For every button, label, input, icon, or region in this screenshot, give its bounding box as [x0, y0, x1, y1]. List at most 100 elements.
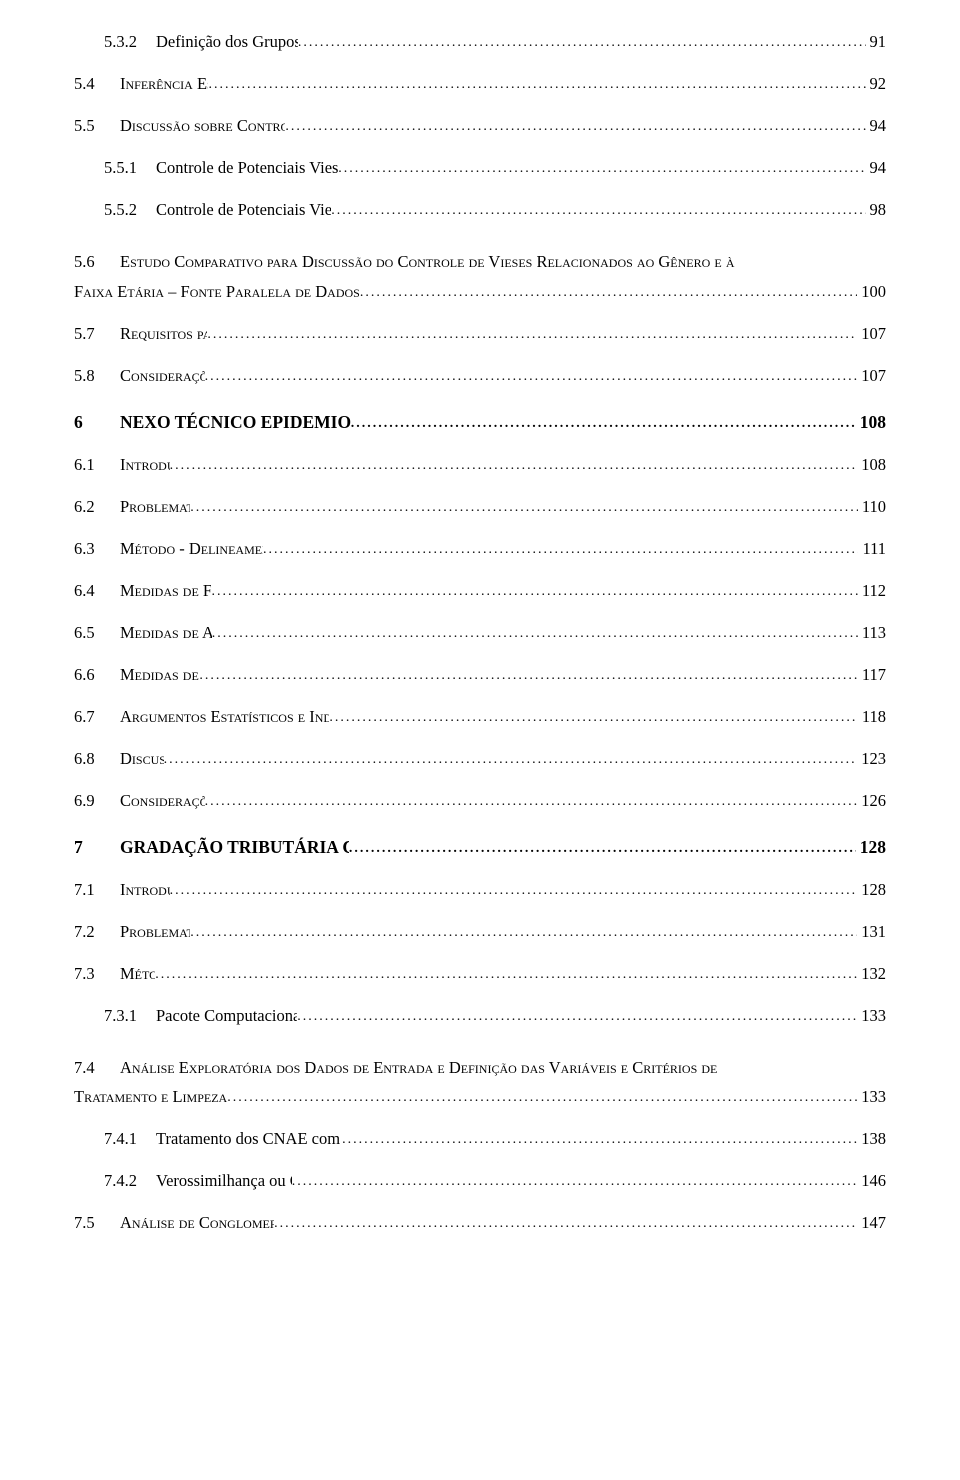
leader-dots: [227, 1090, 857, 1106]
toc-entry-title: Argumentos Estatísticos e Indicadores Ep…: [120, 707, 329, 727]
toc-entry-page: 113: [858, 623, 886, 643]
toc-entry-number: 5.5.1: [74, 158, 156, 178]
toc-entry-number: 6.2: [74, 497, 120, 517]
toc-entry-number: 5.6: [74, 252, 120, 272]
toc-entry-number: 5.5.2: [74, 200, 156, 220]
toc-entry-page: 94: [866, 158, 887, 178]
toc-entry-page: 107: [857, 324, 886, 344]
toc-entry-page: 146: [857, 1171, 886, 1191]
toc-entry-number: 5.5: [74, 116, 120, 136]
toc-entry-number: 5.4: [74, 74, 120, 94]
toc-entry-page: 147: [857, 1213, 886, 1233]
toc-entry-page: 107: [857, 366, 886, 386]
toc-entry: 6.3Método - Delineamento Epidemiológico1…: [74, 539, 886, 559]
toc-entry-page: 108: [856, 412, 886, 433]
toc-entry-number: 5.7: [74, 324, 120, 344]
toc-entry-title: GRADAÇÃO TRIBUTÁRIA CONTÍNUA DOS RISCOS …: [120, 837, 349, 858]
leader-dots: [349, 841, 856, 857]
toc-entry-number: 5.8: [74, 366, 120, 386]
leader-dots: [199, 668, 857, 684]
toc-entry-title-continued: Faixa Etária – Fonte Paralela de Dados: [74, 282, 360, 302]
toc-entry-number: 7: [74, 837, 120, 858]
leader-dots: [205, 794, 858, 810]
toc-entry-title-continued: Tratamento e Limpeza: [74, 1087, 227, 1107]
leader-dots: [331, 203, 865, 219]
toc-entry-number: 7.2: [74, 922, 120, 942]
toc-entry-title: Medidas de Impacto: [120, 665, 199, 685]
toc-entry: 6.6Medidas de Impacto117: [74, 665, 886, 685]
table-of-contents: 5.3.2Definição dos Grupos (Exposto e Con…: [74, 32, 886, 1233]
toc-entry-title: Controle de Potenciais Vieses de Casuíst…: [156, 200, 331, 220]
toc-entry: 7.4Análise Exploratória dos Dados de Ent…: [74, 1048, 886, 1108]
toc-entry-number: 6.9: [74, 791, 120, 811]
toc-entry: 7.5Análise de Conglomerados (clusterizaç…: [74, 1213, 886, 1233]
toc-entry-page: 128: [857, 880, 886, 900]
leader-dots: [190, 500, 858, 516]
toc-entry-title: Introdução: [120, 880, 170, 900]
toc-entry-title: Considerações Finais: [120, 366, 205, 386]
toc-entry: 6.9Considerações Finais126: [74, 791, 886, 811]
toc-entry: 7.4.1Tratamento dos CNAE com Registros D…: [74, 1129, 886, 1149]
toc-entry: 7.2Problematização131: [74, 922, 886, 942]
toc-entry-number: 7.5: [74, 1213, 120, 1233]
toc-entry: 5.5.1Controle de Potenciais Vieses Popul…: [74, 158, 886, 178]
toc-entry-title: Método - Delineamento Epidemiológico: [120, 539, 263, 559]
toc-entry-title: Análise de Conglomerados (clusterização): [120, 1213, 274, 1233]
toc-entry: 7.4.2Verossimilhança ou Critério de Pare…: [74, 1171, 886, 1191]
toc-entry: 7.3.1Pacote Computacional para Conglomer…: [74, 1006, 886, 1026]
leader-dots: [263, 542, 858, 558]
toc-entry-number: 7.4.2: [74, 1171, 156, 1191]
toc-entry-number: 6: [74, 412, 120, 433]
leader-dots: [297, 1009, 857, 1025]
toc-entry: 5.7Requisitos para NTEP 107: [74, 324, 886, 344]
leader-dots: [292, 1174, 857, 1190]
toc-entry: 5.5Discussão sobre Controle de Potenciai…: [74, 116, 886, 136]
leader-dots: [298, 35, 866, 51]
toc-entry-title: Definição dos Grupos (Exposto e Controle…: [156, 32, 298, 52]
toc-entry-page: 131: [857, 922, 886, 942]
toc-entry: 5.8Considerações Finais 107: [74, 366, 886, 386]
toc-entry: 6NEXO TÉCNICO EPIDEMIOLÓGICO PREVIDENCIÁ…: [74, 412, 886, 433]
leader-dots: [342, 1132, 857, 1148]
toc-entry-page: 133: [857, 1006, 886, 1026]
toc-entry-title: Análise Exploratória dos Dados de Entrad…: [120, 1048, 886, 1088]
toc-entry-page: 112: [858, 581, 886, 601]
toc-entry: 6.4Medidas de Freqüência112: [74, 581, 886, 601]
leader-dots: [208, 77, 865, 93]
toc-entry-title: Discussão: [120, 749, 164, 769]
toc-entry: 7GRADAÇÃO TRIBUTÁRIA CONTÍNUA DOS RISCOS…: [74, 837, 886, 858]
toc-entry-page: 92: [866, 74, 887, 94]
toc-entry-title: Requisitos para NTEP: [120, 324, 207, 344]
toc-entry-title: Introdução: [120, 455, 170, 475]
toc-entry-page: 91: [866, 32, 887, 52]
toc-entry-title: Problematização: [120, 497, 190, 517]
leader-dots: [285, 119, 865, 135]
toc-entry-page: 111: [858, 539, 886, 559]
toc-entry-page: 118: [858, 707, 886, 727]
leader-dots: [207, 327, 857, 343]
toc-entry-title: NEXO TÉCNICO EPIDEMIOLÓGICO PREVIDENCIÁR…: [120, 412, 351, 433]
toc-entry-page: 138: [857, 1129, 886, 1149]
toc-entry-title: Inferência Estatística: [120, 74, 208, 94]
leader-dots: [170, 883, 858, 899]
toc-entry-title: Medidas de Freqüência: [120, 581, 211, 601]
toc-entry: 5.6Estudo Comparativo para Discussão do …: [74, 242, 886, 302]
toc-entry-number: 7.3.1: [74, 1006, 156, 1026]
leader-dots: [212, 626, 858, 642]
toc-entry: 7.3Método132: [74, 964, 886, 984]
toc-entry-page: 98: [866, 200, 887, 220]
toc-entry: 5.4Inferência Estatística 92: [74, 74, 886, 94]
leader-dots: [211, 584, 857, 600]
leader-dots: [205, 369, 858, 385]
toc-entry-title: Método: [120, 964, 155, 984]
toc-entry-page: 100: [857, 282, 886, 302]
toc-entry-title: Verossimilhança ou Critério de Parecença: [156, 1171, 292, 1191]
toc-entry-title: Discussão sobre Controle de Potenciais V…: [120, 116, 285, 136]
toc-entry: 5.5.2Controle de Potenciais Vieses de Ca…: [74, 200, 886, 220]
leader-dots: [190, 925, 857, 941]
toc-entry-number: 7.4: [74, 1058, 120, 1078]
toc-entry-page: 108: [857, 455, 886, 475]
toc-entry-title: Considerações Finais: [120, 791, 205, 811]
toc-entry-page: 123: [857, 749, 886, 769]
toc-entry: 6.7Argumentos Estatísticos e Indicadores…: [74, 707, 886, 727]
